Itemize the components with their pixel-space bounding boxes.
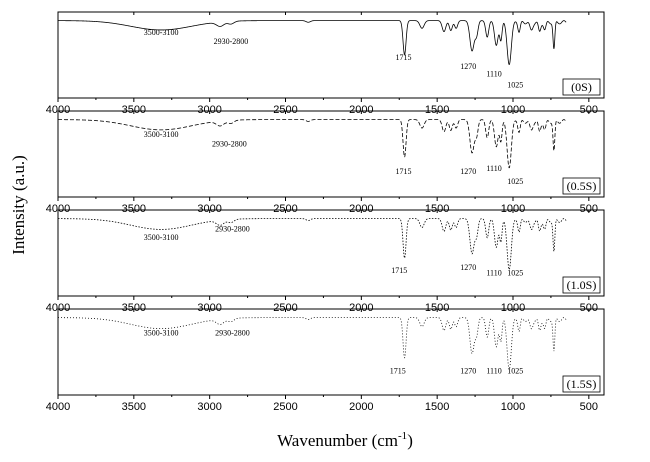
x-tick-label: 1000 xyxy=(501,203,525,215)
band-annotation: 1270 xyxy=(460,62,476,71)
sample-label: (0.5S) xyxy=(567,179,597,193)
x-tick-label: 4000 xyxy=(46,401,70,413)
band-annotation: 1025 xyxy=(507,81,523,90)
x-tick-label: 2000 xyxy=(349,203,373,215)
x-tick-label: 2500 xyxy=(273,401,297,413)
sample-label-box xyxy=(562,375,601,393)
x-tick-label: 1500 xyxy=(425,401,449,413)
spectra-panels: 4000 3500 3000 2500 2000 1500 1000 500 3500-3100… xyxy=(46,11,605,413)
spectrum-line xyxy=(58,20,567,65)
band-annotation: 1110 xyxy=(486,367,501,376)
spectrum-panel: 4000 3500 3000 2500 2000 1500 1000 500 3500-3100… xyxy=(46,209,605,314)
band-annotation: 3500-3100 xyxy=(144,28,179,37)
spectrum-line xyxy=(57,317,567,370)
x-tick-label: 1000 xyxy=(501,401,525,413)
x-tick-label: 3500 xyxy=(122,401,146,413)
band-annotation: 1025 xyxy=(507,177,523,186)
x-axis-label-tail: ) xyxy=(407,431,413,450)
x-tick-label: 1000 xyxy=(501,302,525,314)
band-annotation: 1715 xyxy=(391,266,407,275)
x-tick-label: 4000 xyxy=(46,302,70,314)
spectrum-panel: 4000 3500 3000 2500 2000 1500 1000 500 3500-3100… xyxy=(46,11,605,116)
x-tick-label: 1000 xyxy=(501,104,525,116)
band-annotation: 1715 xyxy=(390,367,406,376)
x-tick-label: 1500 xyxy=(425,302,449,314)
band-annotation: 1025 xyxy=(507,268,523,277)
x-tick-label: 3000 xyxy=(197,302,221,314)
band-annotation: 2930-2800 xyxy=(215,225,250,234)
band-annotation: 1270 xyxy=(460,167,476,176)
x-tick-label: 2500 xyxy=(273,104,297,116)
x-axis-label-exponent: -1 xyxy=(398,430,407,442)
sample-label-box xyxy=(562,177,601,195)
x-tick-label: 4000 xyxy=(46,203,70,215)
x-tick-label: 500 xyxy=(580,401,598,413)
spectrum-line xyxy=(58,119,567,169)
x-axis-label-main: Wavenumber (cm xyxy=(277,431,398,450)
x-tick-label: 2000 xyxy=(349,104,373,116)
band-annotation: 1715 xyxy=(395,53,411,62)
band-annotation: 3500-3100 xyxy=(144,130,179,139)
x-tick-label: 4000 xyxy=(46,104,70,116)
band-annotation: 3500-3100 xyxy=(144,233,179,242)
sample-label-box xyxy=(562,276,601,294)
band-annotation: 2930-2800 xyxy=(212,139,247,148)
panel-frame xyxy=(57,11,605,99)
band-annotation: 1110 xyxy=(486,164,501,173)
x-tick-label: 3000 xyxy=(197,401,221,413)
x-tick-label: 1500 xyxy=(425,203,449,215)
x-tick-label: 1500 xyxy=(425,104,449,116)
spectrum-panel: 4000 3500 3000 2500 2000 1500 1000 500 3500-3100… xyxy=(46,110,605,215)
sample-label: (1.0S) xyxy=(567,278,597,292)
sample-label-box xyxy=(562,78,601,96)
x-tick-label: 2000 xyxy=(349,401,373,413)
x-tick-label: 3500 xyxy=(122,203,146,215)
x-tick-label: 2000 xyxy=(349,302,373,314)
sample-label: (0S) xyxy=(571,80,592,94)
panel-frame xyxy=(57,110,605,198)
band-annotation: 1270 xyxy=(460,367,476,376)
band-annotation: 2930-2800 xyxy=(215,329,250,338)
x-tick-label: 500 xyxy=(580,104,598,116)
panel-frame xyxy=(57,308,605,396)
x-tick-label: 500 xyxy=(580,203,598,215)
x-tick-label: 2500 xyxy=(273,203,297,215)
band-annotation: 1110 xyxy=(486,70,501,79)
sample-label: (1.5S) xyxy=(567,377,597,391)
x-tick-label: 3000 xyxy=(197,203,221,215)
band-annotation: 1110 xyxy=(486,268,501,277)
band-annotation: 1270 xyxy=(460,263,476,272)
y-axis-label: Intensity (a.u.) xyxy=(9,155,28,255)
x-tick-label: 2500 xyxy=(273,302,297,314)
x-axis-label: Wavenumber (cm-1) xyxy=(277,430,413,450)
band-annotation: 3500-3100 xyxy=(144,329,179,338)
panel-frame xyxy=(57,209,605,297)
band-annotation: 1025 xyxy=(507,367,523,376)
spectrum-line xyxy=(58,218,567,270)
spectrum-panel: 4000 3500 3000 2500 2000 1500 1000 500 3500-3100… xyxy=(46,308,605,413)
band-annotation: 2930-2800 xyxy=(214,37,249,46)
x-tick-label: 500 xyxy=(580,302,598,314)
x-tick-label: 3500 xyxy=(122,104,146,116)
band-annotation: 1715 xyxy=(395,167,411,176)
x-tick-label: 3000 xyxy=(197,104,221,116)
x-tick-label: 3500 xyxy=(122,302,146,314)
